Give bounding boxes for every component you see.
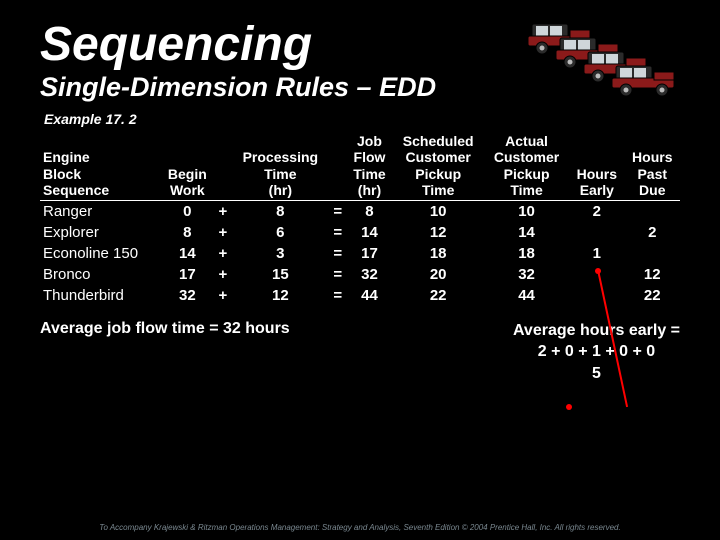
cell-begin: 0: [161, 200, 215, 222]
cell-begin: 32: [161, 285, 215, 306]
cell-flow: 14: [347, 222, 393, 243]
table-row: Explorer8+6=1412142: [40, 222, 680, 243]
cell-proc: 12: [232, 285, 329, 306]
cell-proc: 8: [232, 200, 329, 222]
col-sched: ScheduledCustomerPickupTime: [392, 133, 484, 200]
cell-flow: 32: [347, 264, 393, 285]
cell-actual: 10: [484, 200, 569, 222]
cell-flow: 17: [347, 243, 393, 264]
example-label: Example 17. 2: [44, 111, 680, 127]
cell-sched: 22: [392, 285, 484, 306]
col-engine: EngineBlockSequence: [40, 133, 161, 200]
col-begin: BeginWork: [161, 133, 215, 200]
car-icon: [610, 60, 680, 98]
col-early: HoursEarly: [569, 133, 624, 200]
averages-row: Average job flow time = 32 hours Average…: [40, 320, 680, 385]
cell-begin: 17: [161, 264, 215, 285]
cell-early: 2: [569, 200, 624, 222]
cell-actual: 32: [484, 264, 569, 285]
cell-past: 12: [625, 264, 680, 285]
avg-early-calc: 2 + 0 + 1 + 0 + 0: [513, 341, 680, 363]
table-body: Ranger0+8=810102Explorer8+6=1412142Econo…: [40, 200, 680, 306]
annotation-dot-top: [595, 268, 601, 274]
cell-plus: +: [214, 200, 232, 222]
cell-flow: 8: [347, 200, 393, 222]
table-row: Thunderbird32+12=44224422: [40, 285, 680, 306]
col-plus: [214, 133, 232, 200]
cell-plus: +: [214, 222, 232, 243]
cell-eq: =: [329, 200, 347, 222]
col-actual: ActualCustomerPickupTime: [484, 133, 569, 200]
cell-flow: 44: [347, 285, 393, 306]
cell-begin: 14: [161, 243, 215, 264]
cell-actual: 44: [484, 285, 569, 306]
cell-proc: 3: [232, 243, 329, 264]
cell-name: Explorer: [40, 222, 161, 243]
table-row: Bronco17+15=32203212: [40, 264, 680, 285]
cell-early: [569, 285, 624, 306]
cell-eq: =: [329, 285, 347, 306]
cell-eq: =: [329, 243, 347, 264]
cell-early: [569, 264, 624, 285]
col-flow: JobFlowTime(hr): [347, 133, 393, 200]
cell-proc: 15: [232, 264, 329, 285]
cell-sched: 10: [392, 200, 484, 222]
cell-plus: +: [214, 243, 232, 264]
avg-early-label: Average hours early =: [513, 320, 680, 342]
cell-eq: =: [329, 222, 347, 243]
data-table: EngineBlockSequence BeginWork Processing…: [40, 133, 680, 305]
cell-early: 1: [569, 243, 624, 264]
cell-sched: 18: [392, 243, 484, 264]
col-proc: ProcessingTime(hr): [232, 133, 329, 200]
cell-actual: 14: [484, 222, 569, 243]
cell-past: 2: [625, 222, 680, 243]
cell-proc: 6: [232, 222, 329, 243]
col-eq: [329, 133, 347, 200]
avg-flow-time: Average job flow time = 32 hours: [40, 320, 290, 385]
footer-text: To Accompany Krajewski & Ritzman Operati…: [0, 523, 720, 532]
avg-early-block: Average hours early = 2 + 0 + 1 + 0 + 0 …: [513, 320, 680, 385]
cell-eq: =: [329, 264, 347, 285]
cell-past: [625, 243, 680, 264]
body-area: EngineBlockSequence BeginWork Processing…: [40, 133, 680, 384]
cell-name: Econoline 150: [40, 243, 161, 264]
cell-sched: 20: [392, 264, 484, 285]
cell-name: Bronco: [40, 264, 161, 285]
annotation-dot-bottom: [566, 404, 572, 410]
col-past: HoursPastDue: [625, 133, 680, 200]
cell-begin: 8: [161, 222, 215, 243]
cell-early: [569, 222, 624, 243]
cell-plus: +: [214, 264, 232, 285]
cell-name: Ranger: [40, 200, 161, 222]
table-row: Econoline 15014+3=1718181: [40, 243, 680, 264]
avg-early-divisor: 5: [513, 363, 680, 385]
cell-sched: 12: [392, 222, 484, 243]
cell-actual: 18: [484, 243, 569, 264]
cell-name: Thunderbird: [40, 285, 161, 306]
cell-plus: +: [214, 285, 232, 306]
header-row: EngineBlockSequence BeginWork Processing…: [40, 133, 680, 200]
cell-past: 22: [625, 285, 680, 306]
table-row: Ranger0+8=810102: [40, 200, 680, 222]
car-cluster: [526, 18, 686, 108]
cell-past: [625, 200, 680, 222]
slide: Sequencing Single-Dimension Rules – EDD …: [0, 0, 720, 540]
